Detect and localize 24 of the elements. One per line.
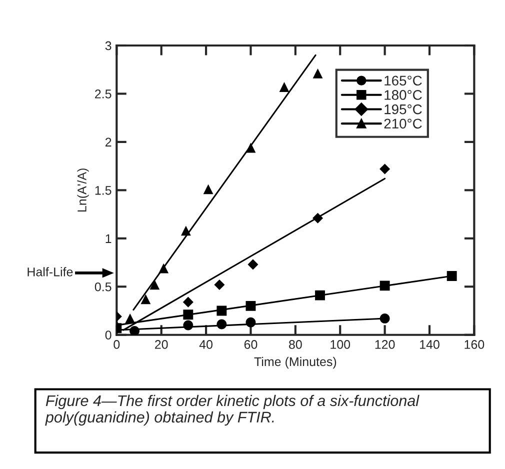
text: Half-Life: [28, 267, 73, 276]
x-tick-label: 140: [420, 340, 440, 349]
x-tick-label: 60: [244, 340, 258, 349]
y-tick-label: 3: [105, 41, 112, 50]
x-tick-label: 40: [199, 340, 213, 349]
y-tick-label: 2: [105, 138, 112, 146]
x-axis-title: Time (Minutes): [254, 356, 336, 369]
legend-label: 195°C: [384, 104, 422, 114]
y-tick-label: 2.5: [95, 90, 112, 98]
y-tick-label: 1: [106, 234, 112, 243]
y-tick-label: 1.5: [95, 186, 112, 195]
y-tick-label: 0: [105, 330, 112, 340]
x-tick-label: 120: [375, 340, 395, 349]
y-axis-title: Ln(A'/A): [77, 168, 89, 212]
x-tick-label: 20: [155, 340, 168, 349]
legend-label: 165°C: [384, 76, 422, 86]
caption: Figure 4—The first order kinetic plots of a six-functional poly(guanidine) obtained by FTIR.: [45, 394, 420, 426]
y-tick-label: 0.5: [94, 282, 112, 292]
x-tick-label: 100: [330, 340, 350, 349]
x-tick-label: 160: [464, 340, 484, 349]
legend-label: 210°C: [384, 118, 422, 129]
x-tick-label: 0: [114, 340, 120, 349]
x-tick-label: 80: [289, 340, 302, 349]
legend-label: 180°C: [384, 90, 422, 100]
